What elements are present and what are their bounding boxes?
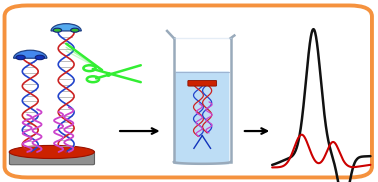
Wedge shape [51, 24, 81, 31]
Wedge shape [14, 50, 47, 58]
FancyBboxPatch shape [175, 72, 229, 164]
FancyBboxPatch shape [188, 80, 217, 86]
FancyBboxPatch shape [9, 151, 94, 165]
Circle shape [53, 28, 62, 32]
Ellipse shape [9, 145, 94, 159]
Circle shape [71, 28, 79, 32]
Circle shape [16, 55, 25, 60]
Circle shape [35, 55, 45, 60]
